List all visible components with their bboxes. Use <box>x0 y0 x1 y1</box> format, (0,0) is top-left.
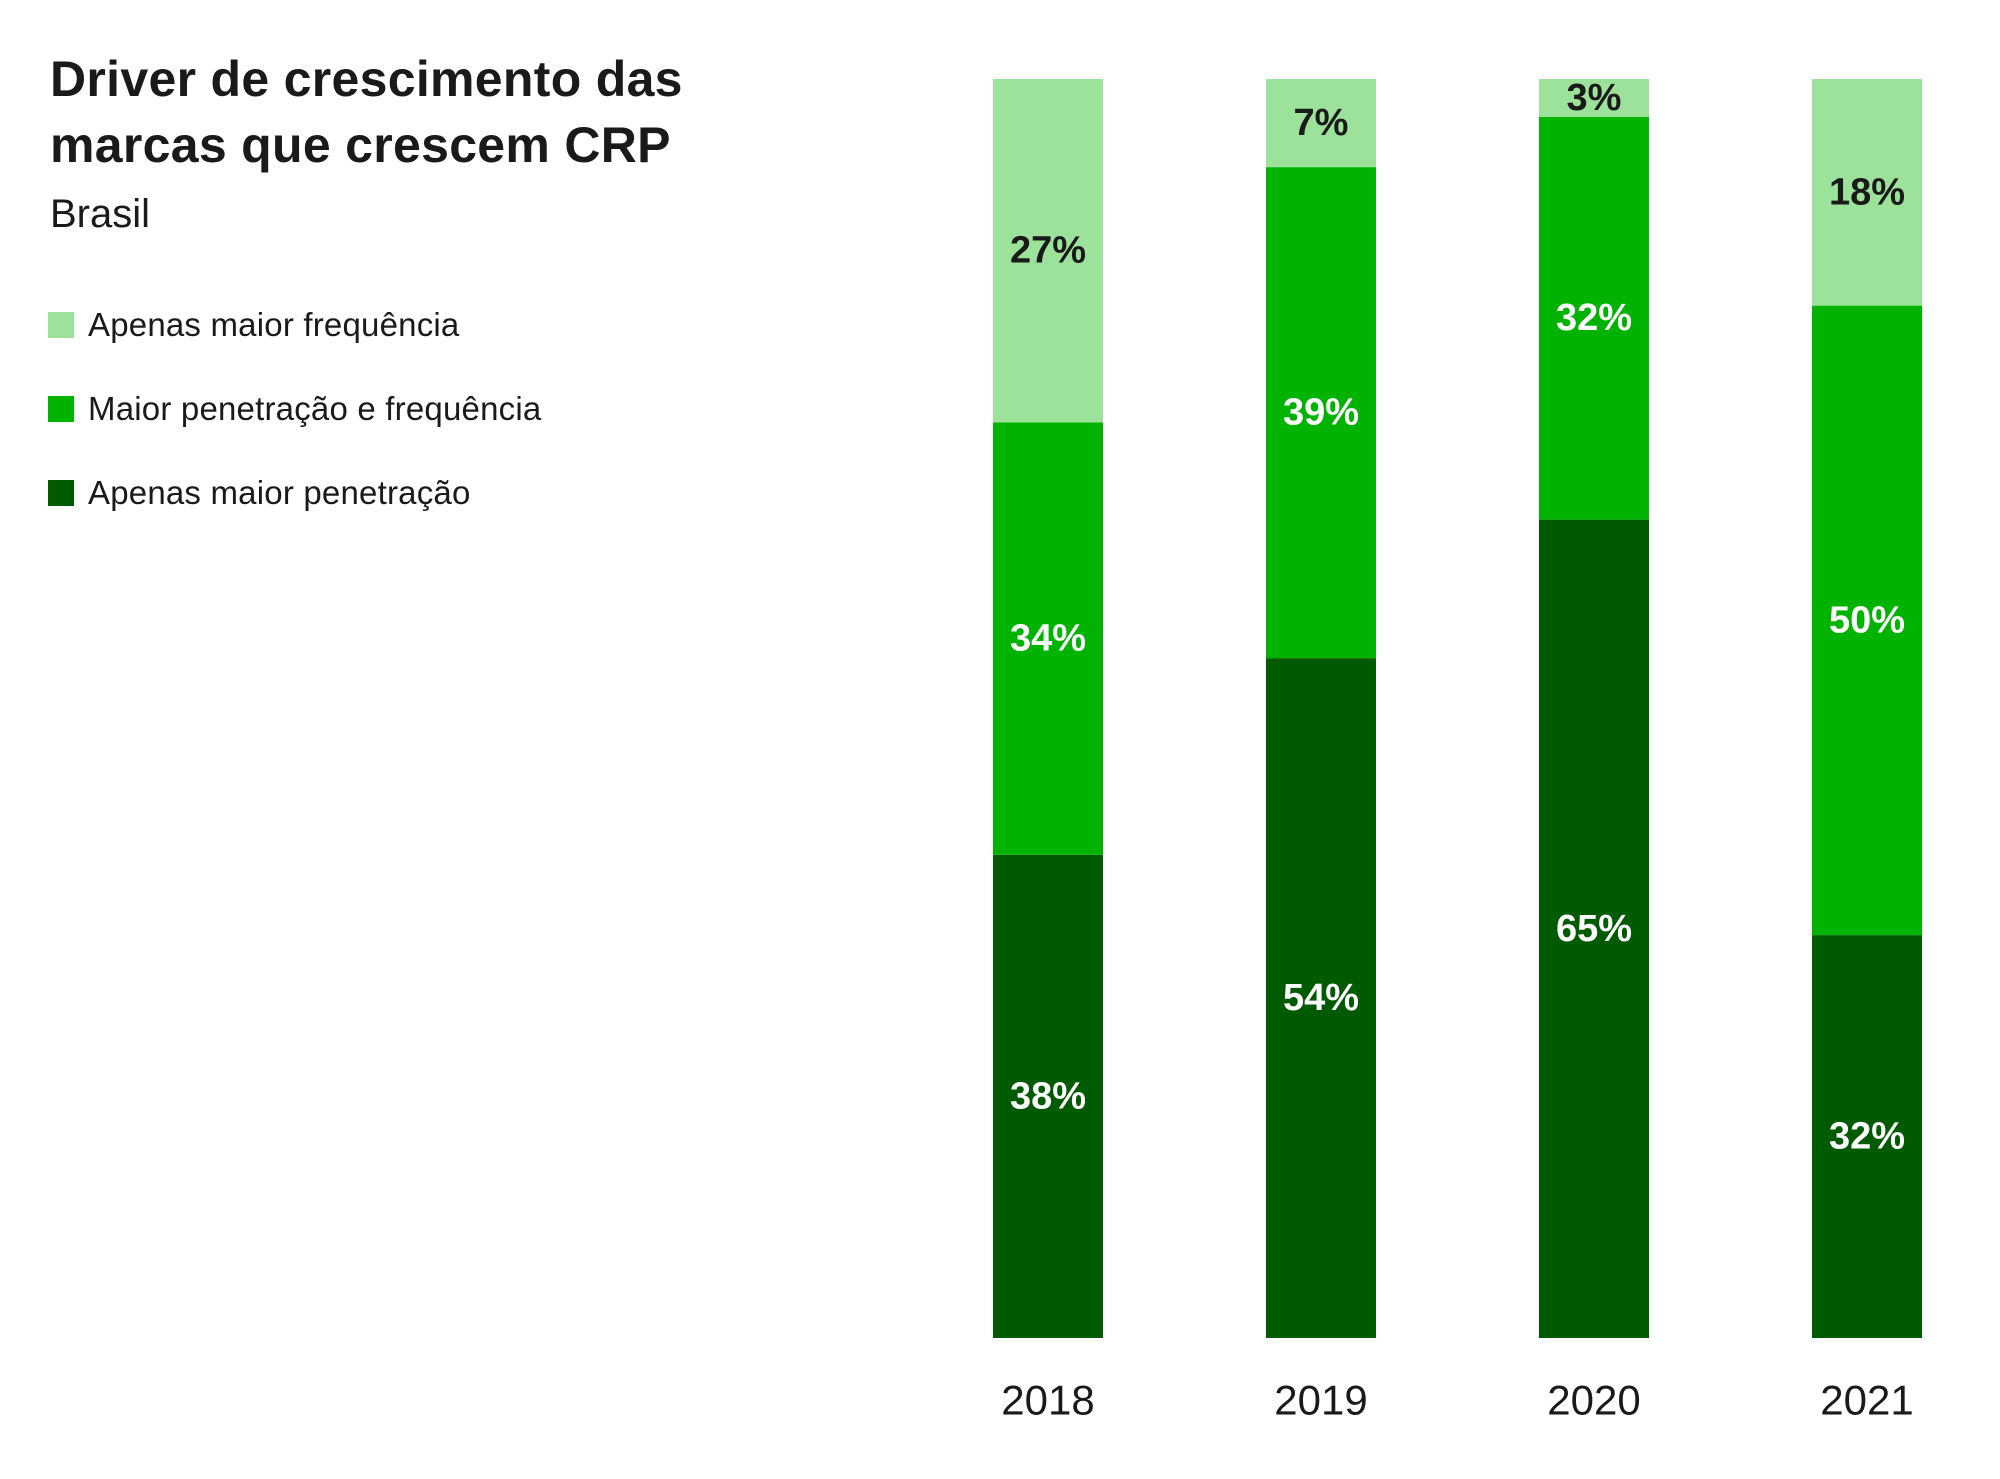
legend-swatch-mid <box>48 396 74 422</box>
data-label-2018-s2: 27% <box>1010 230 1086 272</box>
legend-swatch-dark <box>48 480 74 506</box>
chart-legend: Apenas maior frequência Maior penetração… <box>48 300 541 552</box>
legend-item-apenas-frequencia: Apenas maior frequência <box>48 300 541 350</box>
bar-segment-2020-s0 <box>1539 519 1649 1338</box>
data-label-2021-s0: 32% <box>1829 1116 1905 1158</box>
data-label-2020-s0: 65% <box>1556 908 1632 950</box>
legend-item-apenas-penetracao: Apenas maior penetração <box>48 468 541 518</box>
chart-title: Driver de crescimento das marcas que cre… <box>50 46 810 178</box>
bar-segment-2021-s0 <box>1812 935 1922 1338</box>
data-label-2020-s2: 3% <box>1567 77 1622 119</box>
bar-segment-2021-s1 <box>1812 305 1922 936</box>
data-label-2018-s1: 34% <box>1010 618 1086 660</box>
legend-label: Maior penetração e frequência <box>88 390 542 427</box>
bar-segment-2020-s2 <box>1539 79 1649 117</box>
data-label-2019-s0: 54% <box>1283 977 1359 1019</box>
data-label-2021-s2: 18% <box>1829 171 1905 213</box>
data-label-2020-s1: 32% <box>1556 297 1632 339</box>
chart-title-line-2: marcas que crescem CRP <box>50 117 671 173</box>
data-label-2021-s1: 50% <box>1829 599 1905 641</box>
legend-label: Apenas maior frequência <box>88 306 460 343</box>
data-label-2019-s2: 7% <box>1294 102 1349 144</box>
bar-segment-2020-s1 <box>1539 116 1649 520</box>
legend-swatch-light <box>48 312 74 338</box>
legend-item-penetracao-e-frequencia: Maior penetração e frequência <box>48 384 541 434</box>
bar-segment-2018-s1 <box>993 422 1103 855</box>
x-tick-label-2021: 2021 <box>1820 1377 1913 1424</box>
data-label-2019-s1: 39% <box>1283 392 1359 434</box>
chart-subtitle: Brasil <box>50 192 151 236</box>
x-tick-label-2020: 2020 <box>1547 1377 1640 1424</box>
x-tick-label-2018: 2018 <box>1001 1377 1094 1424</box>
data-label-2018-s0: 38% <box>1010 1075 1086 1117</box>
bar-segment-2019-s1 <box>1266 167 1376 659</box>
chart-title-line-1: Driver de crescimento das <box>50 51 683 107</box>
bar-segment-2018-s0 <box>993 854 1103 1338</box>
bar-segment-2021-s2 <box>1812 79 1922 306</box>
x-tick-label-2019: 2019 <box>1274 1377 1367 1424</box>
legend-label: Apenas maior penetração <box>88 474 471 511</box>
bar-segment-2018-s2 <box>993 79 1103 423</box>
bar-segment-2019-s0 <box>1266 658 1376 1338</box>
bar-segment-2019-s2 <box>1266 79 1376 168</box>
